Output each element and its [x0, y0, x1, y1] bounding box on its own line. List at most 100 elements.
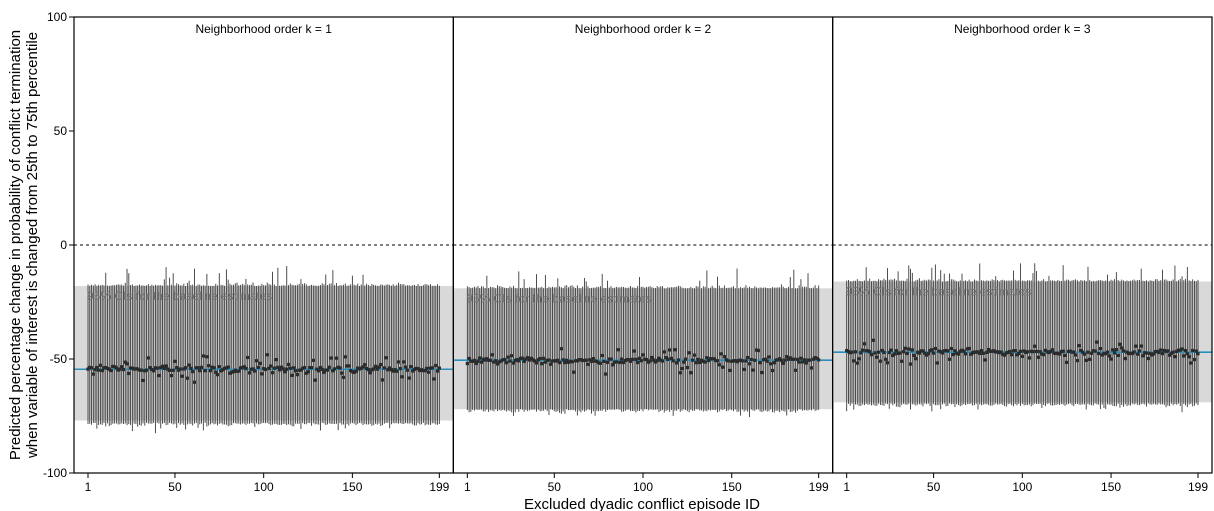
point-estimate: [1081, 350, 1085, 354]
point-estimate: [951, 352, 955, 357]
point-estimate: [242, 365, 246, 369]
point-estimate: [148, 366, 152, 370]
point-estimate: [850, 350, 854, 354]
point-estimate: [527, 358, 532, 362]
point-estimate: [1141, 354, 1145, 358]
x-tick-label: 199: [429, 480, 449, 494]
point-estimate: [708, 357, 713, 361]
point-estimate: [182, 367, 186, 371]
point-estimate: [246, 355, 250, 360]
point-estimate: [1113, 351, 1117, 355]
point-estimate: [1047, 350, 1051, 355]
point-estimate: [940, 351, 945, 355]
point-estimate: [324, 368, 328, 372]
point-estimate: [650, 355, 654, 360]
point-estimate: [845, 348, 849, 353]
x-tick-label: 1: [464, 480, 471, 494]
point-estimate: [627, 358, 631, 362]
point-estimate: [1004, 351, 1008, 355]
point-estimate: [109, 368, 113, 373]
point-estimate: [412, 367, 417, 371]
point-estimate: [1095, 340, 1099, 344]
point-estimate: [414, 366, 418, 370]
point-estimate: [311, 358, 315, 362]
point-estimate: [240, 366, 244, 370]
point-estimate: [260, 372, 264, 376]
point-estimate: [955, 351, 959, 355]
point-estimate: [333, 367, 337, 371]
point-estimate: [1175, 349, 1179, 354]
point-estimate: [907, 347, 911, 351]
point-estimate: [219, 369, 223, 373]
point-estimate: [338, 366, 342, 370]
point-estimate: [673, 348, 677, 352]
point-estimate: [1006, 350, 1010, 355]
point-estimate: [93, 368, 97, 372]
point-estimate: [409, 365, 413, 369]
point-estimate: [215, 373, 220, 377]
point-estimate: [340, 371, 344, 375]
point-estimate: [476, 359, 480, 363]
point-estimate: [795, 357, 799, 362]
point-estimate: [1132, 350, 1136, 354]
point-estimate: [898, 351, 902, 355]
point-estimate: [411, 369, 415, 373]
point-estimate: [361, 365, 365, 369]
point-estimate: [389, 368, 394, 372]
point-estimate: [301, 366, 305, 370]
point-estimate: [483, 358, 487, 362]
point-estimate: [853, 350, 858, 354]
point-estimate: [294, 369, 298, 373]
y-tick-label: 100: [47, 10, 67, 24]
point-estimate: [862, 342, 867, 346]
point-estimate: [309, 366, 314, 370]
point-estimate: [125, 362, 129, 366]
y-axis-title-line-1: Predicted percentage change in probabili…: [7, 30, 24, 460]
point-estimate: [636, 360, 640, 365]
point-estimate: [393, 368, 397, 372]
point-estimate: [967, 346, 971, 351]
point-estimate: [962, 349, 966, 353]
point-estimate: [292, 366, 296, 370]
point-estimate: [1011, 349, 1016, 353]
point-estimate: [221, 368, 225, 372]
point-estimate: [878, 359, 882, 363]
point-estimate: [212, 366, 216, 370]
point-estimate: [1192, 357, 1197, 362]
point-estimate: [813, 356, 817, 360]
point-estimate: [992, 349, 996, 353]
point-estimate: [781, 361, 785, 365]
point-estimate: [864, 349, 868, 353]
point-estimate: [377, 365, 381, 369]
point-estimate: [432, 377, 436, 381]
point-estimate: [1024, 350, 1028, 354]
point-estimate: [256, 365, 260, 369]
point-estimate: [283, 370, 287, 374]
point-estimate: [437, 366, 441, 370]
point-estimate: [949, 346, 953, 351]
point-estimate: [958, 349, 962, 353]
point-estimate: [104, 365, 108, 370]
point-estimate: [267, 366, 271, 371]
point-estimate: [639, 359, 643, 363]
point-estimate: [868, 350, 872, 354]
point-estimate: [701, 359, 705, 363]
point-estimate: [885, 361, 890, 365]
point-estimate: [238, 366, 243, 370]
point-estimate: [143, 369, 147, 373]
point-estimate: [128, 366, 133, 370]
point-estimate: [208, 369, 213, 373]
point-estimate: [479, 360, 484, 364]
point-estimate: [176, 368, 181, 372]
point-estimate: [582, 358, 587, 362]
point-estimate: [928, 349, 932, 353]
point-estimate: [1121, 349, 1126, 353]
point-estimate: [121, 368, 126, 372]
point-estimate: [159, 365, 163, 370]
point-estimate: [382, 366, 386, 370]
point-estimate: [130, 366, 134, 370]
point-estimate: [581, 358, 585, 363]
point-estimate: [205, 355, 209, 359]
point-estimate: [616, 348, 620, 352]
point-estimate: [1031, 350, 1035, 354]
